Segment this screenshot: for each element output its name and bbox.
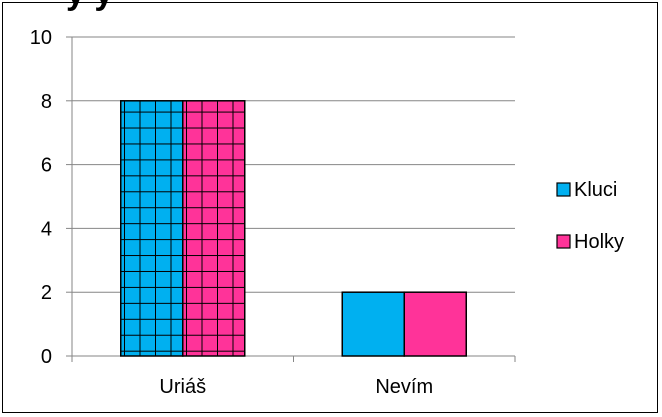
legend-label-holky: Holky (574, 231, 624, 253)
y-tick-label: 2 (41, 282, 52, 304)
bar-holky-0 (182, 100, 246, 357)
bar-kluci-1 (341, 291, 405, 357)
x-tick-label: Uriáš (159, 376, 206, 398)
chart-title-fragment: y y (66, 0, 113, 13)
y-tick-label: 0 (41, 346, 52, 368)
legend-label-kluci: Kluci (574, 179, 617, 201)
legend-swatch-kluci (556, 182, 571, 197)
y-tick-label: 6 (41, 155, 52, 177)
bar-holky-1 (403, 291, 467, 357)
legend-swatch-holky (556, 234, 571, 249)
y-tick-label: 8 (41, 91, 52, 113)
y-tick-label: 10 (30, 27, 52, 49)
x-tick-label: Nevím (375, 376, 433, 398)
bar-kluci-0 (120, 100, 184, 357)
y-tick-label: 4 (41, 218, 52, 240)
chart-frame (2, 2, 658, 413)
